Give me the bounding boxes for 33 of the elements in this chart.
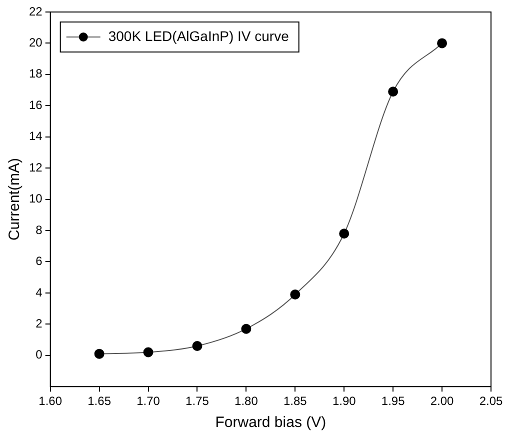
y-tick-label: 4: [36, 285, 43, 300]
y-tick-label: 12: [28, 160, 43, 174]
x-tick-label: 1.90: [332, 394, 356, 408]
point: [339, 228, 350, 239]
point: [290, 290, 300, 300]
y-tick-label: 10: [28, 192, 43, 206]
y-axis-title: Current(mA): [6, 158, 24, 241]
y-tick-label: 18: [28, 66, 43, 81]
x-tick-label: 1.65: [88, 394, 112, 408]
x-axis-title: Forward bias (V): [215, 414, 326, 432]
point: [437, 38, 448, 48]
x-tick-label: 1.75: [186, 394, 210, 408]
x-tick-label: 2.00: [430, 394, 454, 408]
y-tick-label: 14: [28, 129, 43, 144]
legend-label: 300K LED(AlGaInP) IV curve: [108, 28, 290, 44]
x-tick-label: 2.05: [479, 394, 503, 408]
x-tick-label: 1.60: [38, 394, 62, 408]
point: [241, 324, 252, 334]
x-tick-label: 1.95: [381, 394, 406, 408]
point: [388, 86, 398, 97]
y-tick-label: 16: [28, 98, 43, 112]
point: [94, 348, 104, 359]
y-tick-label: 20: [28, 36, 43, 50]
point: [143, 347, 154, 358]
x-tick-label: 1.70: [136, 394, 160, 408]
point: [192, 341, 202, 352]
y-tick-label: 0: [36, 348, 43, 362]
y-tick-label: 8: [36, 222, 43, 237]
y-tick-label: 2: [36, 316, 43, 330]
y-tick-label: 22: [28, 4, 43, 18]
y-tick-label: 6: [36, 254, 43, 268]
x-tick-label: 1.80: [234, 394, 258, 408]
x-tick-label: 1.85: [283, 394, 308, 408]
